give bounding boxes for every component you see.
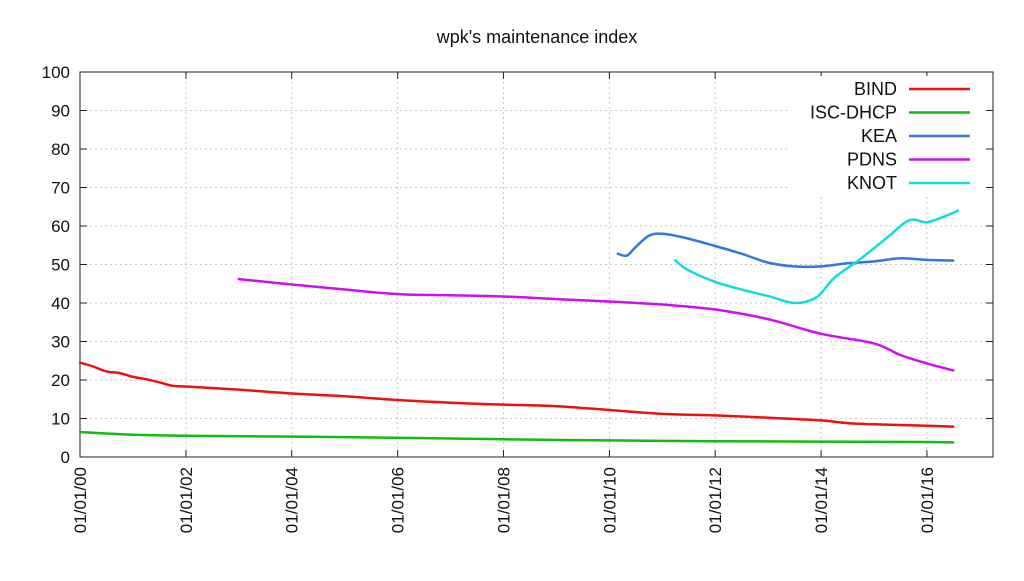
y-tick-label: 40 bbox=[51, 294, 70, 313]
legend-label-bind: BIND bbox=[854, 79, 897, 99]
x-tick-label: 01/01/12 bbox=[706, 467, 725, 533]
y-tick-label: 60 bbox=[51, 217, 70, 236]
y-tick-label: 100 bbox=[42, 63, 70, 82]
y-tick-label: 90 bbox=[51, 102, 70, 121]
series-lines bbox=[78, 209, 960, 444]
series-line-isc-dhcp bbox=[78, 430, 955, 444]
y-tick-label: 0 bbox=[61, 448, 70, 467]
x-tick-label: 01/01/14 bbox=[812, 467, 831, 533]
y-tick-label: 80 bbox=[51, 140, 70, 159]
legend-label-knot: KNOT bbox=[847, 173, 897, 193]
y-tick-label: 70 bbox=[51, 179, 70, 198]
y-tick-label: 50 bbox=[51, 256, 70, 275]
series-line-pdns bbox=[237, 277, 955, 372]
series-line-kea bbox=[616, 232, 955, 269]
y-tick-label: 30 bbox=[51, 333, 70, 352]
legend-label-kea: KEA bbox=[861, 126, 897, 146]
x-tick-label: 01/01/16 bbox=[918, 467, 937, 533]
series-line-knot bbox=[674, 209, 960, 305]
series-line-bind bbox=[78, 361, 955, 428]
axes: 0 10 20 30 40 50 60 70 80 90 100 01/01/00 01/01/02 01… bbox=[42, 63, 994, 533]
legend: BIND ISC-DHCP KEA PDNS KNOT bbox=[788, 76, 986, 196]
legend-label-pdns: PDNS bbox=[847, 150, 897, 170]
chart-title: wpk's maintenance index bbox=[436, 27, 638, 47]
x-tick-label: 01/01/00 bbox=[71, 467, 90, 533]
x-tick-label: 01/01/10 bbox=[600, 467, 619, 533]
x-tick-label: 01/01/04 bbox=[283, 467, 302, 533]
plot-frame bbox=[79, 71, 994, 458]
y-tick-label: 20 bbox=[51, 371, 70, 390]
y-tick-label: 10 bbox=[51, 410, 70, 429]
legend-label-isc-dhcp: ISC-DHCP bbox=[810, 103, 897, 123]
x-tick-label: 01/01/08 bbox=[494, 467, 513, 533]
x-tick-label: 01/01/02 bbox=[177, 467, 196, 533]
x-tick-label: 01/01/06 bbox=[389, 467, 408, 533]
